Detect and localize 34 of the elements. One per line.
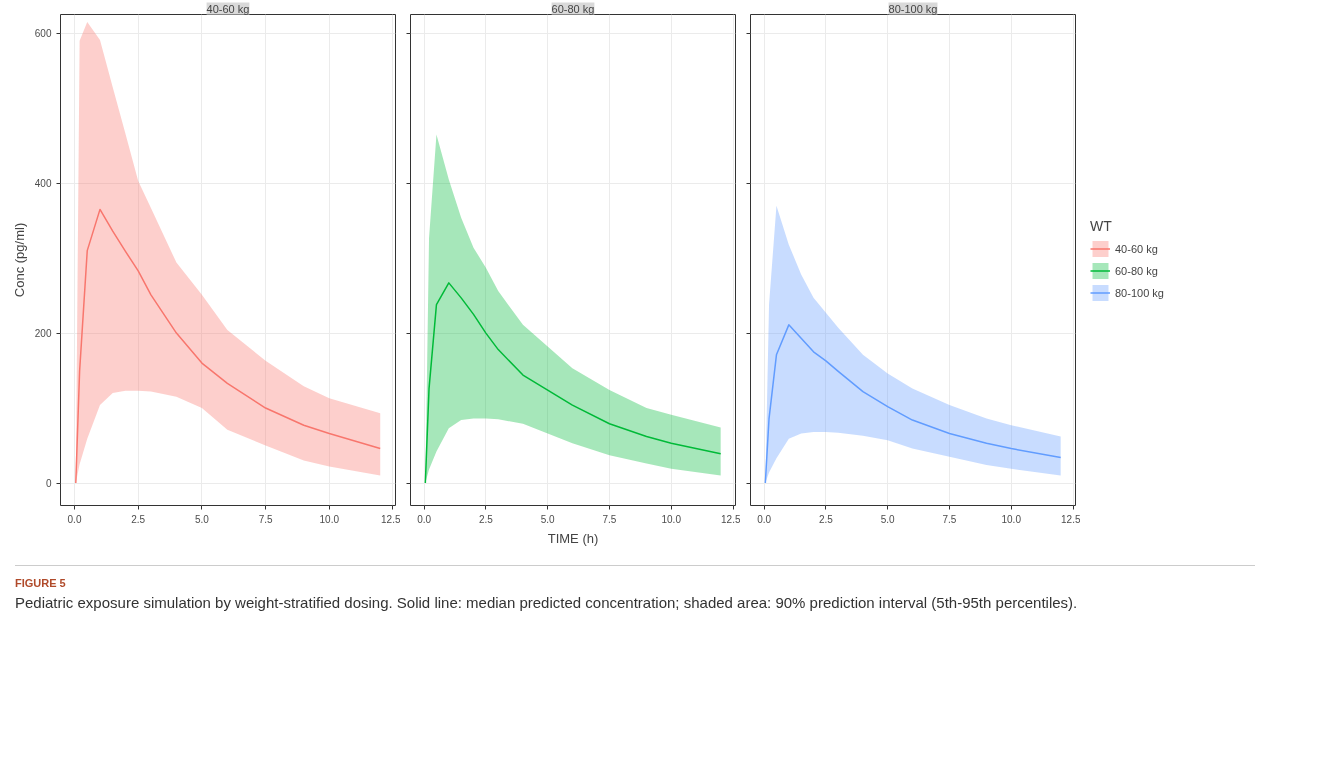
x-tick-label: 5.0 xyxy=(540,513,556,525)
x-tick-label: 12.5 xyxy=(1061,513,1081,525)
x-tick-label: 12.5 xyxy=(381,513,401,525)
y-tick-label: 400 xyxy=(34,178,52,190)
x-tick-label: 12.5 xyxy=(721,513,741,525)
x-tick-label: 2.5 xyxy=(131,513,146,525)
x-tick-label: 0.0 xyxy=(757,513,772,525)
line-series xyxy=(75,208,381,484)
caption: FIGURE 5 xyxy=(15,576,67,591)
chart-title: 60-80 kg xyxy=(551,2,595,15)
y-axis-title: Conc (pg/ml) xyxy=(11,222,27,298)
x-tick-label: 0.0 xyxy=(417,513,432,525)
x-tick-label: 10.0 xyxy=(661,513,682,525)
x-tick-label: 10.0 xyxy=(1001,513,1022,525)
chart-title: 80-100 kg xyxy=(888,2,938,15)
legend-title: WT xyxy=(1090,217,1113,233)
y-tick-label: 200 xyxy=(34,328,52,340)
x-tick-label: 2.5 xyxy=(478,513,494,525)
x-tick-label: 10.0 xyxy=(319,513,340,525)
y-tick-label: 600 xyxy=(34,28,52,40)
x-tick-label: 0.0 xyxy=(67,513,82,525)
x-tick-label: 2.5 xyxy=(818,513,834,525)
x-tick-label: 7.5 xyxy=(602,513,617,525)
legend-label: 60-80 kg xyxy=(1115,264,1158,276)
y-tick-label: 0 xyxy=(45,478,52,490)
x-tick-label: 7.5 xyxy=(258,513,273,525)
text: Pediatric exposure simulation by weight-stratified dosing. Solid line: median predicted concentration; shaded area: 90% prediction interval (5th-95th percentiles). xyxy=(15,592,1079,613)
x-tick-label: 7.5 xyxy=(942,513,957,525)
legend-label: 40-60 kg xyxy=(1115,242,1158,254)
x-tick-label: 5.0 xyxy=(880,513,896,525)
legend-label: 80-100 kg xyxy=(1115,286,1164,298)
x-axis-title: TIME (h) xyxy=(547,530,599,546)
chart-title: 40-60 kg xyxy=(206,2,250,15)
x-tick-label: 5.0 xyxy=(194,513,210,525)
